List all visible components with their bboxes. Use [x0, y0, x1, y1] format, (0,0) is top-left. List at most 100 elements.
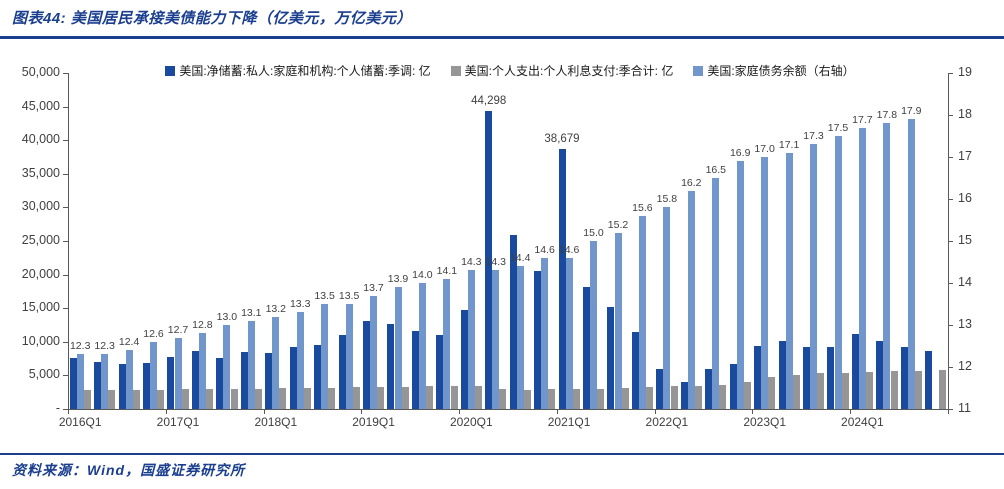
net-savings-bar [607, 306, 615, 409]
left-axis-tick-label: 10,000 [21, 333, 60, 348]
interest-payment-bar [548, 388, 556, 409]
x-axis-label: 2018Q1 [254, 415, 298, 429]
interest-payment-bar [254, 388, 262, 409]
household-debt-data-label: 12.8 [192, 319, 213, 332]
net-savings-bar [94, 362, 101, 409]
left-axis-tick-label: 50,000 [21, 65, 60, 79]
left-axis-tick-label: 5,000 [28, 367, 60, 382]
left-axis-tick-label: 25,000 [21, 233, 60, 247]
household-debt-bar [418, 283, 426, 409]
x-axis-label: 2022Q1 [645, 415, 689, 429]
interest-payment-bar [132, 389, 140, 409]
right-axis-tick [948, 325, 953, 326]
household-debt-data-label: 17.3 [803, 130, 824, 143]
net-savings-bar [705, 368, 713, 409]
household-debt-bar [101, 354, 109, 409]
household-debt-bar [394, 287, 402, 409]
left-axis-tick-label: 35,000 [21, 165, 60, 180]
interest-payment-bar [157, 389, 165, 409]
interest-payment-bar [426, 386, 433, 409]
interest-payment-bar [939, 370, 947, 409]
household-debt-bar [858, 127, 866, 409]
left-axis-tick-label: 15,000 [21, 300, 60, 315]
household-debt-bar [370, 295, 377, 409]
household-debt-data-label: 13.2 [265, 302, 287, 315]
left-axis-tick [63, 73, 68, 74]
interest-payment-bar [499, 389, 507, 409]
interest-payment-bar [474, 385, 482, 409]
interest-payment-swatch-icon [450, 65, 461, 76]
household-debt-data-label: 13.7 [363, 281, 384, 294]
household-debt-bar [516, 266, 524, 409]
left-axis-tick-label: 40,000 [21, 132, 60, 147]
interest-payment-bar [303, 387, 311, 409]
x-axis-tick [654, 409, 656, 414]
household-debt-bar [565, 257, 573, 409]
household-debt-data-label: 14.1 [436, 264, 458, 277]
right-axis-tick [948, 367, 953, 368]
household-debt-data-label: 13.9 [387, 273, 409, 286]
left-axis-tick [63, 375, 68, 377]
interest-payment-bar [450, 386, 458, 409]
interest-payment-bar [841, 372, 849, 409]
net-savings-bar [436, 335, 444, 409]
right-axis-tick-label: 11 [958, 401, 971, 415]
legend-label: 美国:净储蓄:私人:家庭和机构:个人储蓄:季调: 亿 [179, 64, 431, 78]
household-debt-bar [785, 152, 793, 409]
interest-payment-bar [181, 389, 189, 409]
household-debt-data-label: 17.8 [876, 109, 898, 122]
household-debt-bar [174, 337, 182, 409]
household-debt-bar [614, 232, 622, 409]
household-debt-bar [247, 320, 255, 409]
net-savings-bar [900, 346, 908, 409]
legend-item-net-savings: 美国:净储蓄:私人:家庭和机构:个人储蓄:季调: 亿 [165, 62, 431, 79]
household-debt-data-label: 15.0 [583, 227, 604, 239]
household-debt-bar [541, 257, 549, 409]
household-debt-bar [712, 178, 720, 409]
net-savings-bar [240, 351, 248, 409]
footer-divider [0, 453, 1004, 455]
household-debt-data-label: 13.5 [338, 290, 360, 302]
left-axis-tick [63, 409, 68, 410]
net-savings-bar [289, 347, 297, 409]
interest-payment-bar [279, 388, 287, 409]
net-savings-bar [191, 350, 199, 409]
net-savings-bar [802, 346, 810, 409]
x-axis-label: 2016Q1 [58, 415, 102, 429]
household-debt-data-label: 13.1 [241, 306, 262, 319]
interest-payment-bar [523, 389, 531, 409]
title-divider [0, 36, 1004, 39]
interest-payment-bar [206, 388, 213, 409]
household-debt-data-label: 14.6 [534, 243, 555, 256]
household-debt-data-label: 12.3 [69, 340, 91, 353]
household-debt-bar [883, 123, 891, 409]
household-debt-bar [467, 270, 475, 409]
interest-payment-bar [352, 387, 360, 409]
net-savings-bar [387, 324, 395, 409]
right-axis-tick-label: 17 [958, 149, 972, 163]
net-savings-data-label: 44,298 [471, 95, 507, 108]
household-debt-bar [761, 157, 769, 409]
household-debt-bar [736, 161, 744, 409]
household-debt-data-label: 12.7 [167, 323, 189, 336]
right-axis-tick-label: 13 [958, 317, 972, 331]
household-debt-swatch-icon [693, 65, 704, 76]
right-axis-tick [948, 283, 953, 284]
interest-payment-bar [230, 388, 238, 409]
right-axis-tick [948, 199, 953, 200]
household-debt-data-label: 15.6 [632, 201, 653, 214]
right-axis-tick-label: 19 [958, 65, 972, 79]
interest-payment-bar [694, 385, 702, 409]
household-debt-bar [198, 333, 206, 409]
left-axis-tick [63, 140, 68, 142]
household-debt-bar [638, 215, 646, 409]
net-savings-bar [142, 362, 150, 409]
household-debt-data-label: 16.2 [681, 176, 702, 189]
interest-payment-bar [646, 386, 653, 409]
x-axis-label: 2021Q1 [547, 415, 591, 429]
household-debt-bar [492, 270, 500, 409]
household-debt-data-label: 12.6 [143, 327, 164, 340]
household-debt-data-label: 14.6 [558, 243, 580, 256]
net-savings-bar [314, 345, 321, 409]
net-savings-bar [411, 331, 419, 409]
